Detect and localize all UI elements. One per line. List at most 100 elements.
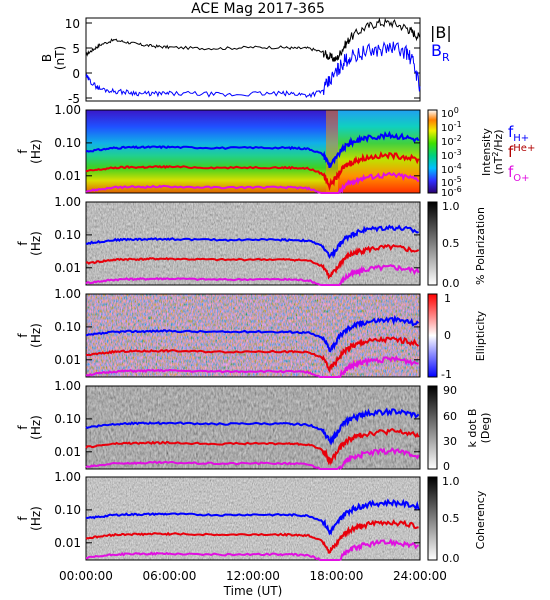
intensity-colorbar [427, 109, 438, 194]
b-tick-label: 5 [72, 42, 80, 56]
legend-fH: fH+ [508, 123, 529, 144]
cbar-tick: 0.5 [442, 237, 460, 250]
gyro-fHe-line [85, 335, 420, 374]
gyrofrequency-lines [85, 130, 420, 194]
b-field-panel: 10 5 0 -5 B (nT) |B| BR [40, 17, 452, 106]
chart-title: ACE Mag 2017-365 [191, 1, 325, 17]
x-tick-label: 24:00:00 [393, 569, 447, 583]
legend-fO: fO+ [508, 163, 530, 184]
gyro-fHe-line [85, 243, 420, 280]
gyrofrequency-lines [85, 498, 420, 561]
ellipticity-panel: 1 0 -1 Ellipticity [85, 292, 487, 381]
polarization-colorbar [427, 201, 438, 286]
cbar-tick: 10-1 [441, 120, 462, 134]
b-panel-ylabel: B (nT) [40, 46, 67, 70]
b-axis-unit: (nT) [53, 46, 67, 70]
polarization-label: % Polarization [474, 207, 487, 285]
intensity-label: Intensity [480, 128, 493, 176]
coherency-label: Coherency [474, 490, 487, 549]
b-panel-y-ticks: 10 5 0 -5 [65, 17, 80, 106]
freq-tick-label: 1.00 [54, 379, 81, 393]
gyro-fO-line [85, 355, 419, 378]
kdotb-label: k dot B [466, 409, 479, 448]
freq-tick-label: 0.10 [54, 412, 81, 426]
legend-fHe: fHe+ [508, 143, 535, 161]
gyro-fO-line [85, 171, 420, 194]
cbar-tick: 0.0 [442, 552, 460, 565]
cbar-tick: -1 [441, 368, 452, 381]
x-tick-label: 12:00:00 [226, 569, 280, 583]
kdotb-colorbar [427, 385, 438, 470]
freq-axis-unit: (Hz) [29, 139, 43, 164]
cbar-tick: 100 [441, 106, 459, 120]
freq-tick-label: 0.10 [54, 136, 81, 150]
b-tick-label: 0 [72, 67, 80, 81]
cbar-tick: 10-4 [441, 162, 462, 176]
gyrofrequency-lines [85, 314, 420, 378]
freq-axis-label: f [16, 425, 30, 430]
legend-absB: |B| [430, 23, 452, 42]
freq-axis-unit: (Hz) [29, 231, 43, 256]
gyro-fH-line [85, 314, 420, 353]
polarization-spectrogram [86, 202, 420, 285]
gyro-fH-line [85, 498, 420, 536]
kdotb-panel: 90 60 30 0 k dot B (Deg) [85, 384, 492, 473]
freq-tick-label: 0.01 [54, 445, 81, 459]
x-tick-label: 00:00:00 [59, 569, 113, 583]
gyrofrequency-lines [85, 224, 420, 286]
kdotb-unit: (Deg) [479, 413, 492, 444]
freq-axis-label: f [16, 333, 30, 338]
cbar-tick: 10-6 [441, 185, 462, 199]
x-tick-label: 18:00:00 [310, 569, 364, 583]
intensity-spectrogram-late [338, 110, 420, 193]
x-tick-label: 06:00:00 [143, 569, 197, 583]
freq-tick-label: 0.01 [54, 536, 81, 550]
polarization-panel: 1.0 0.5 0.0 % Polarization [85, 200, 487, 290]
x-axis: 00:00:00 06:00:00 12:00:00 18:00:00 24:0… [59, 569, 447, 598]
coherency-colorbar [427, 476, 438, 561]
gyro-fO-line [86, 538, 419, 561]
freq-tick-label: 0.10 [54, 228, 81, 242]
gyrofrequency-lines [85, 407, 420, 470]
intensity-colorbar-ticks: B 100 10-1 10-2 10-3 10-4 10-5 10-6 [441, 106, 462, 199]
cbar-tick: 0 [443, 460, 450, 473]
freq-tick-label: 0.10 [54, 503, 81, 517]
legend-BR: BR [431, 41, 450, 64]
freq-axis-unit: (Hz) [29, 415, 43, 440]
frequency-axes: 1.000.100.01f (Hz)1.000.100.01f (Hz)1.000.… [16, 103, 420, 550]
freq-axis-label: f [16, 516, 30, 521]
ellipticity-label: Ellipticity [474, 310, 487, 361]
cbar-tick: 0.0 [442, 277, 460, 290]
b-axis-label: B [40, 54, 54, 62]
freq-axis-label: f [16, 149, 30, 154]
gyro-legend: fH+ fHe+ fO+ [508, 123, 535, 184]
x-axis-label: Time (UT) [223, 584, 283, 598]
ellipticity-colorbar [427, 293, 438, 378]
gyro-fO-line [85, 447, 420, 470]
gyro-fH-line [85, 407, 420, 446]
freq-axis-unit: (Hz) [29, 506, 43, 531]
kdotb-spectrogram [86, 386, 420, 469]
gyro-fHe-line [85, 519, 419, 554]
ellipticity-spectrogram [86, 294, 420, 377]
freq-tick-label: 0.10 [54, 320, 81, 334]
gyro-fHe-line [85, 150, 420, 192]
intensity-panel: B 100 10-1 10-2 10-3 10-4 10-5 10-6 Inte… [85, 106, 535, 199]
coherency-spectrogram [86, 477, 420, 560]
freq-tick-label: 1.00 [54, 195, 81, 209]
cbar-tick: 60 [443, 410, 457, 423]
cbar-tick: 0 [444, 329, 451, 342]
b-radial-line [85, 41, 421, 99]
b-tick-label: -5 [68, 92, 80, 106]
cbar-tick: 1.0 [442, 200, 460, 213]
cbar-tick: 90 [443, 384, 457, 397]
gyro-fO-line [85, 264, 420, 286]
freq-tick-label: 1.00 [54, 287, 81, 301]
b-panel-frame [85, 17, 421, 102]
b-tick-label: 10 [65, 17, 80, 31]
coherency-panel: 1.0 0.5 0.0 Coherency [85, 475, 487, 565]
cbar-tick: 10-3 [441, 148, 462, 162]
freq-tick-label: 1.00 [54, 470, 81, 484]
gyro-fH-line [85, 224, 419, 259]
